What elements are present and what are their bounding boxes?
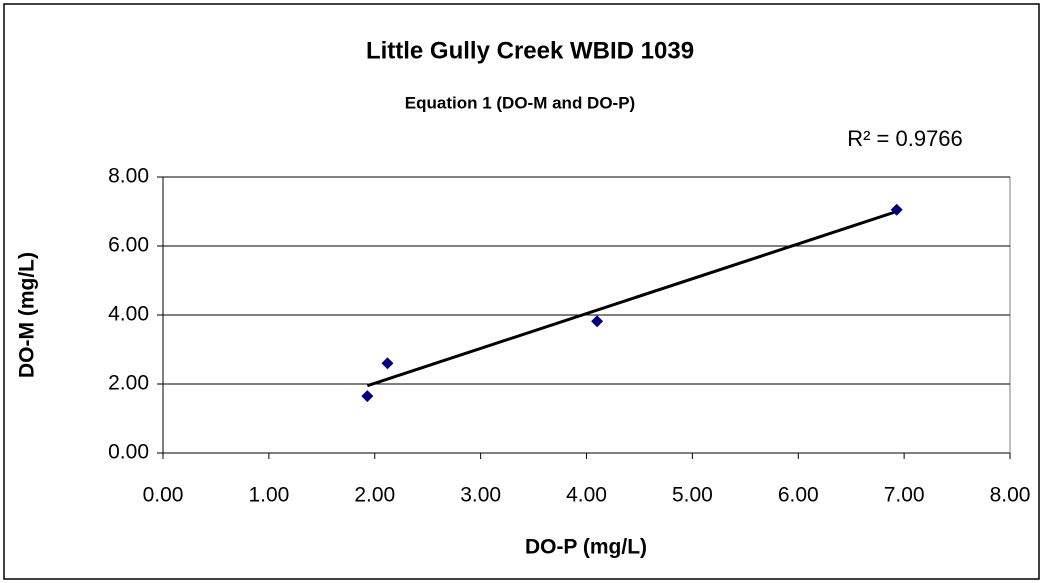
x-tick-label: 0.00 — [143, 484, 184, 507]
x-tick-label: 3.00 — [460, 484, 501, 507]
annotation: R² = 0.9766 — [847, 126, 963, 151]
x-tick-label: 2.00 — [354, 484, 395, 507]
x-tick-label: 4.00 — [566, 484, 607, 507]
x-axis-label: DO-P (mg/L) — [525, 536, 647, 559]
data-point — [381, 357, 394, 370]
x-tick-label: 5.00 — [672, 484, 713, 507]
data-point — [890, 203, 903, 216]
y-tick-label: 8.00 — [108, 165, 149, 188]
y-tick-label: 6.00 — [108, 234, 149, 257]
trendline — [366, 210, 898, 388]
y-tick-label: 0.00 — [108, 441, 149, 464]
y-tick-label: 2.00 — [108, 372, 149, 395]
data-point — [591, 315, 604, 328]
y-axis-label: DO-M (mg/L) — [16, 252, 39, 378]
x-tick-label: 7.00 — [884, 484, 925, 507]
y-tick-label: 4.00 — [108, 303, 149, 326]
data-point — [361, 390, 374, 403]
x-tick-label: 6.00 — [778, 484, 819, 507]
x-tick-label: 8.00 — [990, 484, 1031, 507]
x-tick-label: 1.00 — [248, 484, 289, 507]
chart-title: Little Gully Creek WBID 1039 — [366, 37, 694, 64]
chart-subtitle: Equation 1 (DO-M and DO-P) — [405, 93, 635, 112]
